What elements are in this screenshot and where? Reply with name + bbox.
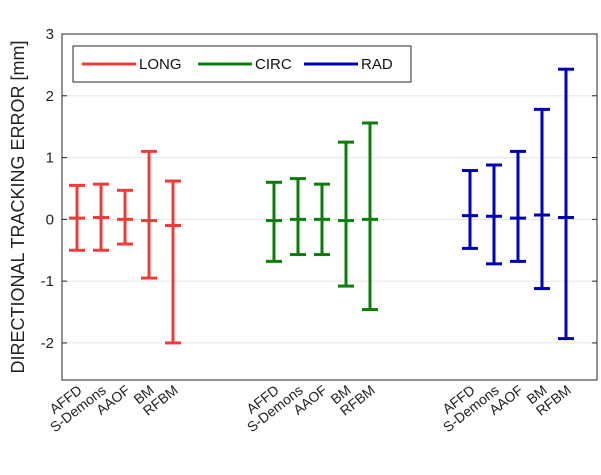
y-tick-label: 1 [46,150,54,167]
series-group [69,67,574,345]
y-tick-label: -1 [41,273,54,290]
legend: LONG CIRC RAD [72,45,412,83]
y-tick-label: 2 [46,88,54,105]
plot-area [61,33,598,381]
y-axis-label: DIRECTIONAL TRACKING ERROR [mm] [8,40,28,373]
y-ticks: -2 -1 0 1 2 3 [41,26,597,352]
series-long [69,149,181,345]
legend-label-rad: RAD [361,56,393,73]
legend-label-long: LONG [139,56,182,73]
y-tick-label: 0 [46,211,54,228]
series-circ [266,121,378,312]
series-rad [462,67,574,341]
y-tick-label: -2 [41,335,54,352]
y-tick-label: 3 [46,26,54,43]
legend-label-circ: CIRC [255,56,292,73]
